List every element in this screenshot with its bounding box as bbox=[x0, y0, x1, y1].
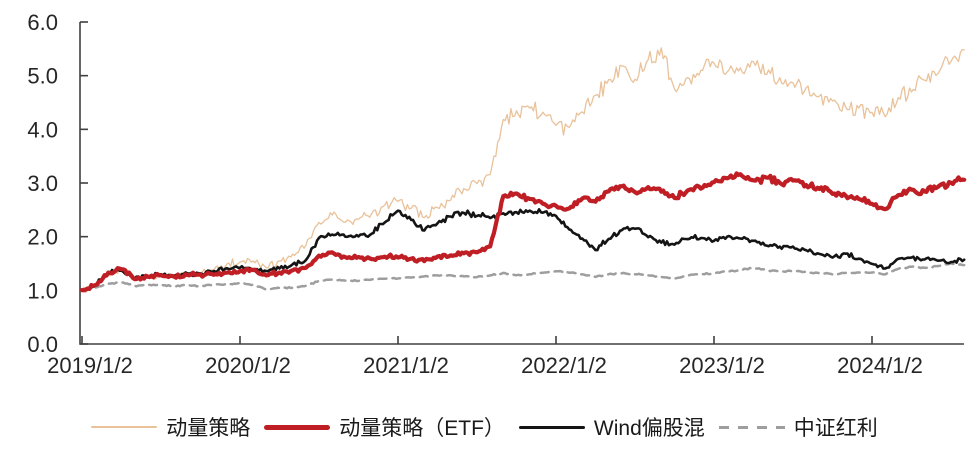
legend-swatch-wind-equity-mix bbox=[518, 425, 585, 429]
legend-swatch-momentum bbox=[91, 426, 158, 428]
legend-label-momentum-etf: 动量策略（ETF） bbox=[339, 417, 505, 440]
legend-item-momentum: 动量策略 bbox=[91, 412, 250, 442]
legend: 动量策略 动量策略（ETF） Wind偏股混 中证红利 bbox=[0, 403, 969, 451]
x-tick-label: 2024/1/2 bbox=[837, 353, 923, 378]
series-line-wind-equity-mix bbox=[80, 208, 966, 292]
series-line-csi-dividend bbox=[80, 262, 966, 292]
line-chart: 0.0 1.0 2.0 3.0 4.0 5.0 6.0 2019/1/2 2020/1/2 202… bbox=[27, 10, 967, 378]
series-line-momentum bbox=[81, 47, 965, 294]
y-tick-label: 6.0 bbox=[27, 10, 58, 35]
x-tick-label: 2020/1/2 bbox=[205, 353, 291, 378]
x-tick-label: 2019/1/2 bbox=[47, 353, 133, 378]
y-tick-label: 0.0 bbox=[27, 332, 58, 357]
legend-item-momentum-etf: 动量策略（ETF） bbox=[264, 412, 505, 442]
axis-lines bbox=[79, 22, 964, 345]
legend-label-csi-dividend: 中证红利 bbox=[793, 417, 878, 440]
legend-item-csi-dividend: 中证红利 bbox=[718, 412, 878, 442]
legend-label-momentum: 动量策略 bbox=[166, 417, 251, 440]
legend-swatch-momentum-etf bbox=[264, 424, 331, 430]
series-line-momentum-etf bbox=[79, 171, 967, 293]
y-tick-label: 2.0 bbox=[27, 225, 58, 250]
y-tick-label: 3.0 bbox=[27, 171, 58, 196]
legend-label-wind-equity-mix: Wind偏股混 bbox=[593, 417, 705, 440]
legend-swatch-csi-dividend bbox=[718, 425, 785, 429]
legend-item-wind-equity-mix: Wind偏股混 bbox=[518, 412, 705, 442]
x-tick-label: 2022/1/2 bbox=[521, 353, 607, 378]
y-tick-label: 4.0 bbox=[27, 117, 58, 142]
y-tick-label: 5.0 bbox=[27, 64, 58, 89]
y-tick-label: 1.0 bbox=[27, 278, 58, 303]
x-tick-label: 2021/1/2 bbox=[363, 353, 449, 378]
x-tick-label: 2023/1/2 bbox=[679, 353, 765, 378]
